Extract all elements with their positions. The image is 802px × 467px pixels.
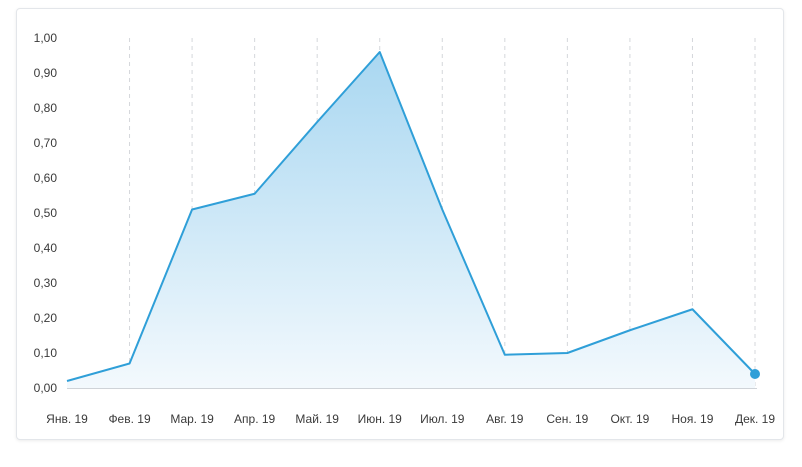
y-axis-labels: 0,00 0,10 0,20 0,30 0,40 0,50 0,60 0,70 0,80 0,90… [34, 31, 58, 395]
y-tick-label: 0,10 [34, 346, 58, 360]
y-tick-label: 0,40 [34, 241, 58, 255]
area-layer [66, 51, 756, 388]
x-tick-label: Янв. 19 [46, 412, 88, 426]
x-tick-label: Май. 19 [295, 412, 339, 426]
series-line [66, 51, 756, 382]
x-tick-label: Авг. 19 [486, 412, 524, 426]
area-fill [67, 52, 755, 388]
y-tick-label: 0,20 [34, 311, 58, 325]
y-tick-label: 0,50 [34, 206, 58, 220]
y-tick-label: 0,90 [34, 66, 58, 80]
x-tick-label: Дек. 19 [735, 412, 775, 426]
x-tick-label: Ноя. 19 [672, 412, 714, 426]
x-tick-label: Мар. 19 [170, 412, 214, 426]
last-point-marker[interactable] [750, 369, 760, 379]
y-tick-label: 0,30 [34, 276, 58, 290]
y-tick-label: 0,60 [34, 171, 58, 185]
y-tick-label: 0,00 [34, 381, 58, 395]
x-tick-label: Окт. 19 [610, 412, 649, 426]
y-tick-label: 1,00 [34, 31, 58, 45]
x-axis-labels: Янв. 19 Фев. 19 Мар. 19 Апр. 19 Май. 19 Июн. … [46, 412, 775, 426]
markers [750, 369, 760, 379]
y-tick-label: 0,70 [34, 136, 58, 150]
x-tick-label: Апр. 19 [234, 412, 276, 426]
x-tick-label: Сен. 19 [546, 412, 588, 426]
y-tick-label: 0,80 [34, 101, 58, 115]
x-tick-label: Июл. 19 [420, 412, 465, 426]
x-tick-label: Июн. 19 [358, 412, 403, 426]
x-tick-label: Фев. 19 [108, 412, 151, 426]
